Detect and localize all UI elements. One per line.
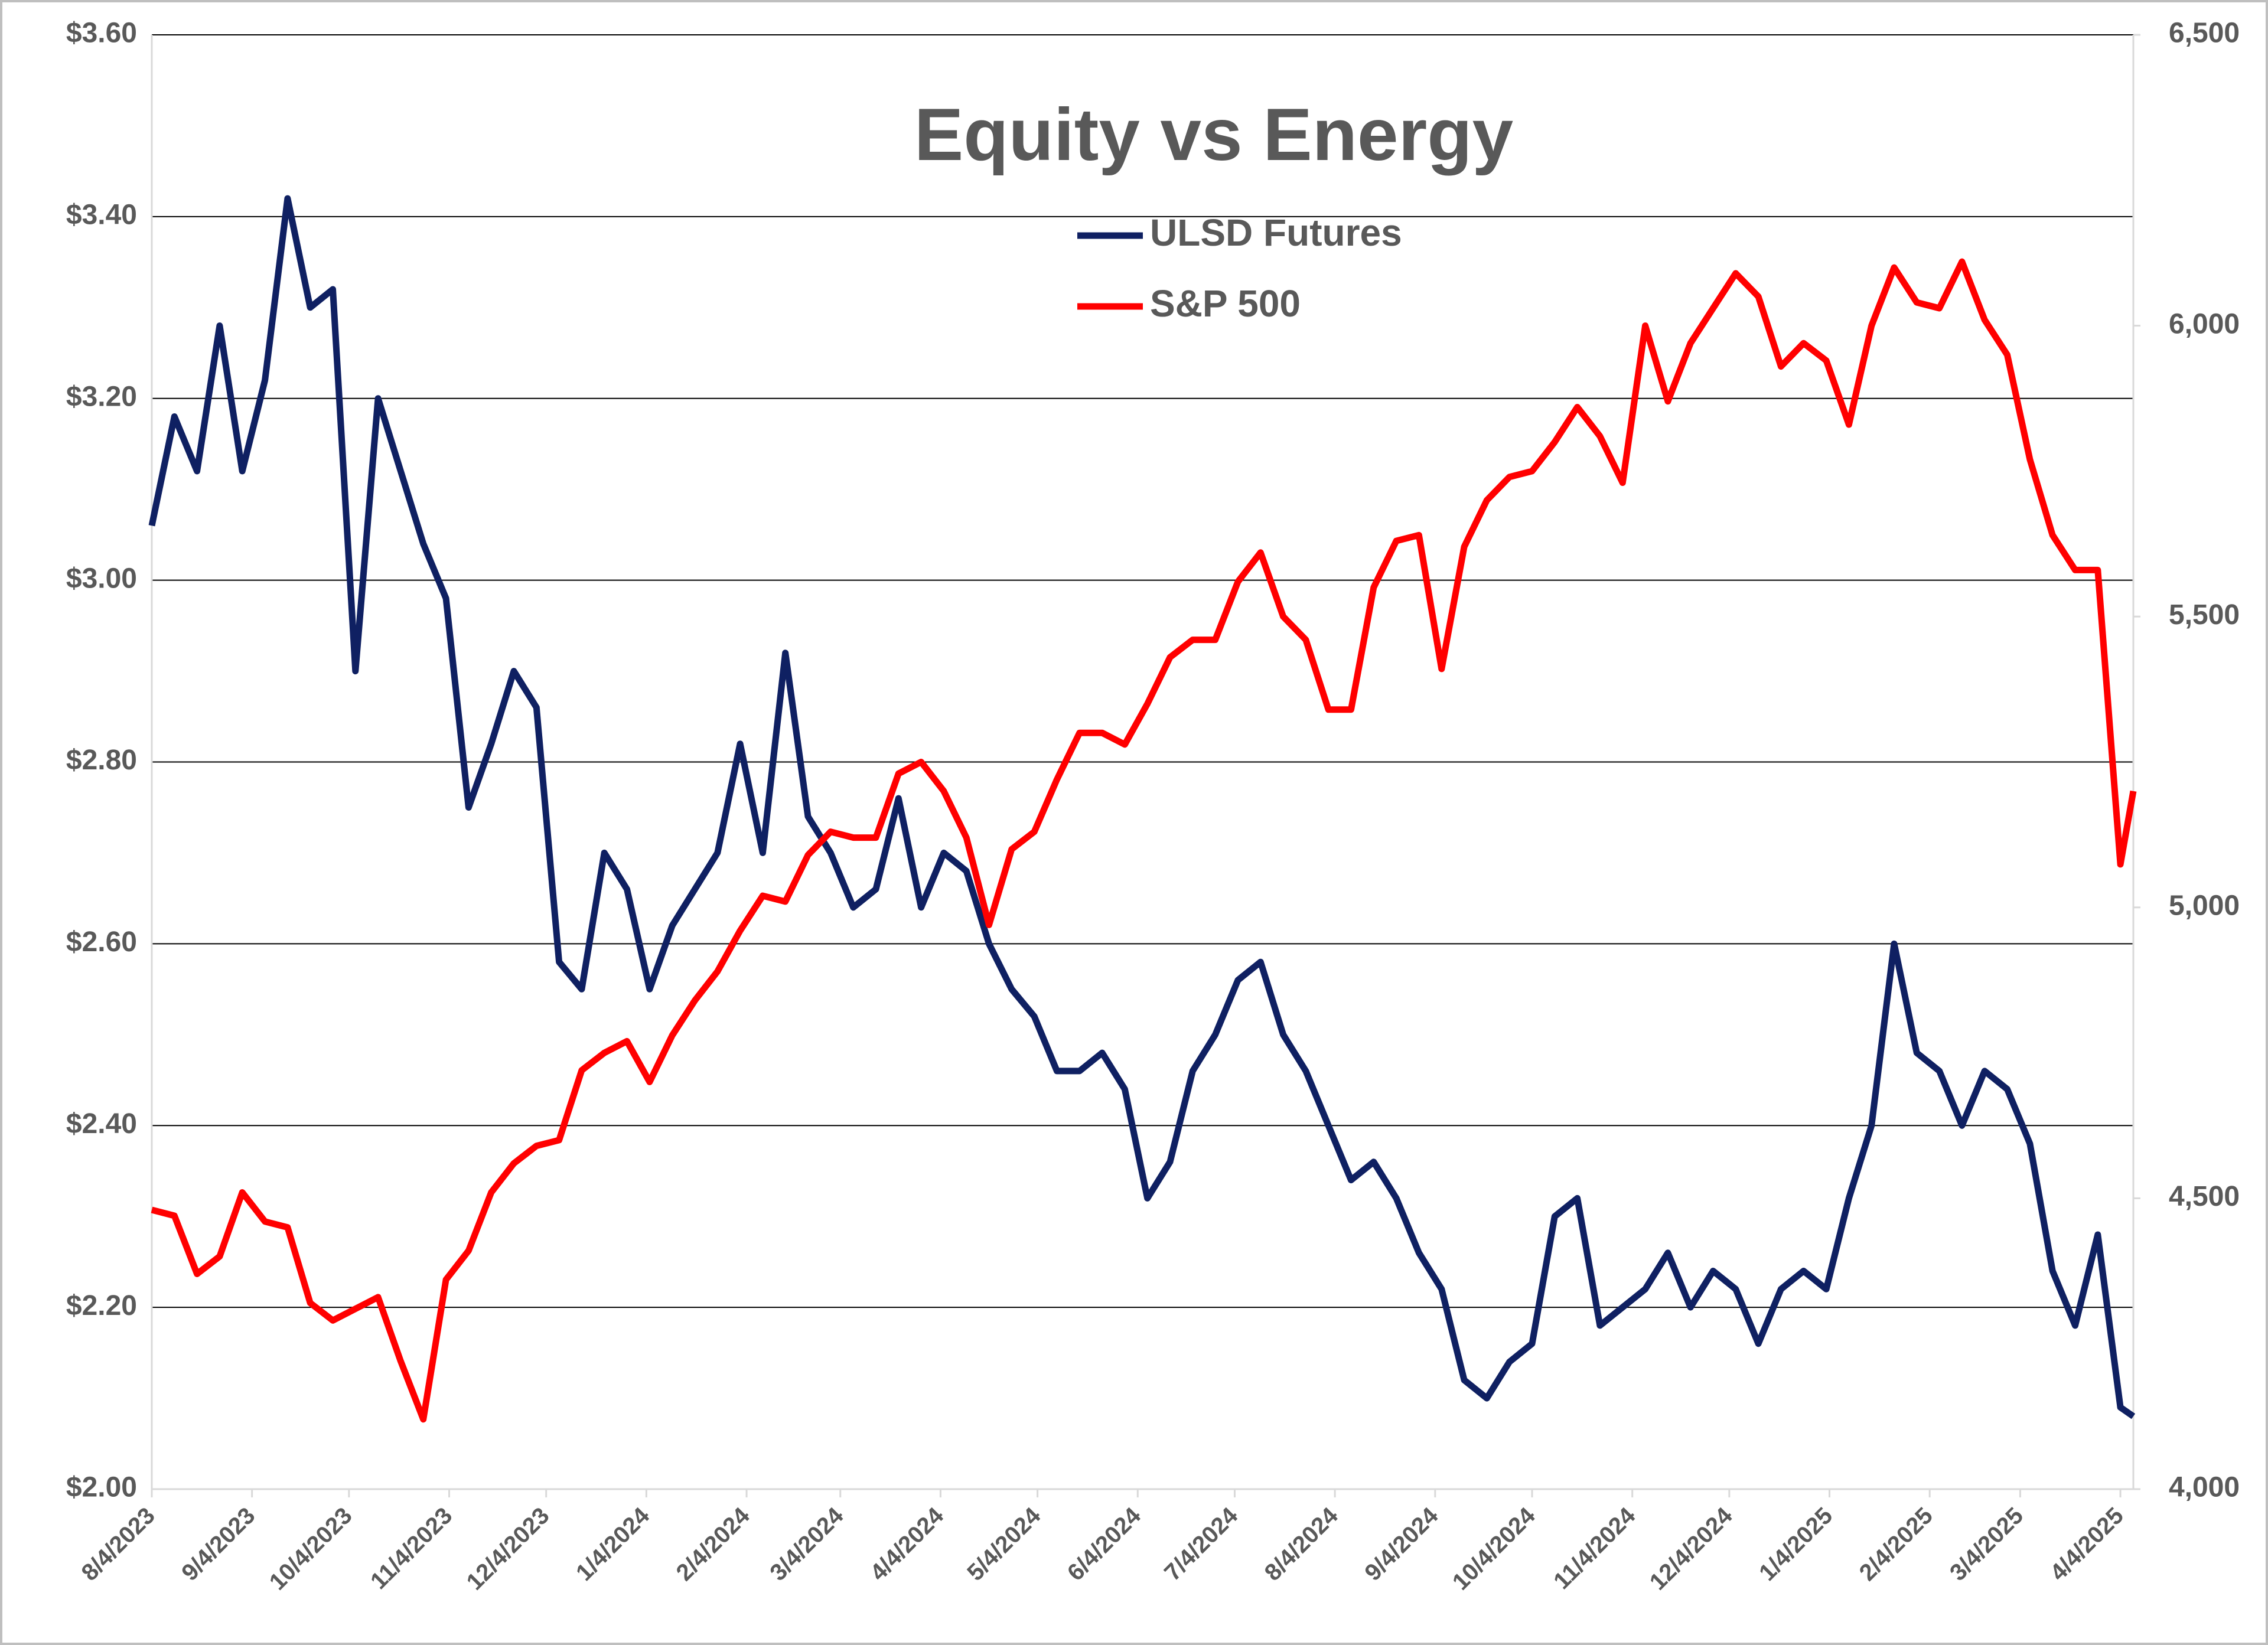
y-tick-label: $2.60 — [66, 926, 137, 958]
y-tick-label: $3.60 — [66, 18, 137, 49]
series-line — [151, 258, 2137, 1423]
chart-title: Equity vs Energy — [914, 94, 1513, 176]
y2-tick-label: 4,500 — [2169, 1181, 2240, 1212]
y-tick-label: $2.40 — [66, 1108, 137, 1140]
y-tick-label: $2.20 — [66, 1290, 137, 1321]
series-line — [148, 195, 2136, 1419]
y-tick-label: $3.40 — [66, 200, 137, 231]
y2-tick-label: 5,000 — [2169, 890, 2240, 921]
y-tick-label: $3.20 — [66, 381, 137, 412]
y-tick-label: $2.80 — [66, 745, 137, 776]
y2-tick-label: 6,000 — [2169, 308, 2240, 340]
y2-tick-label: 4,000 — [2169, 1472, 2240, 1503]
y-tick-label: $3.00 — [66, 563, 137, 594]
y2-tick-label: 6,500 — [2169, 18, 2240, 49]
legend-label: S&P 500 — [1150, 282, 1301, 325]
y2-tick-label: 5,500 — [2169, 599, 2240, 631]
y-tick-label: $2.00 — [66, 1472, 137, 1503]
legend-label: ULSD Futures — [1150, 211, 1402, 254]
